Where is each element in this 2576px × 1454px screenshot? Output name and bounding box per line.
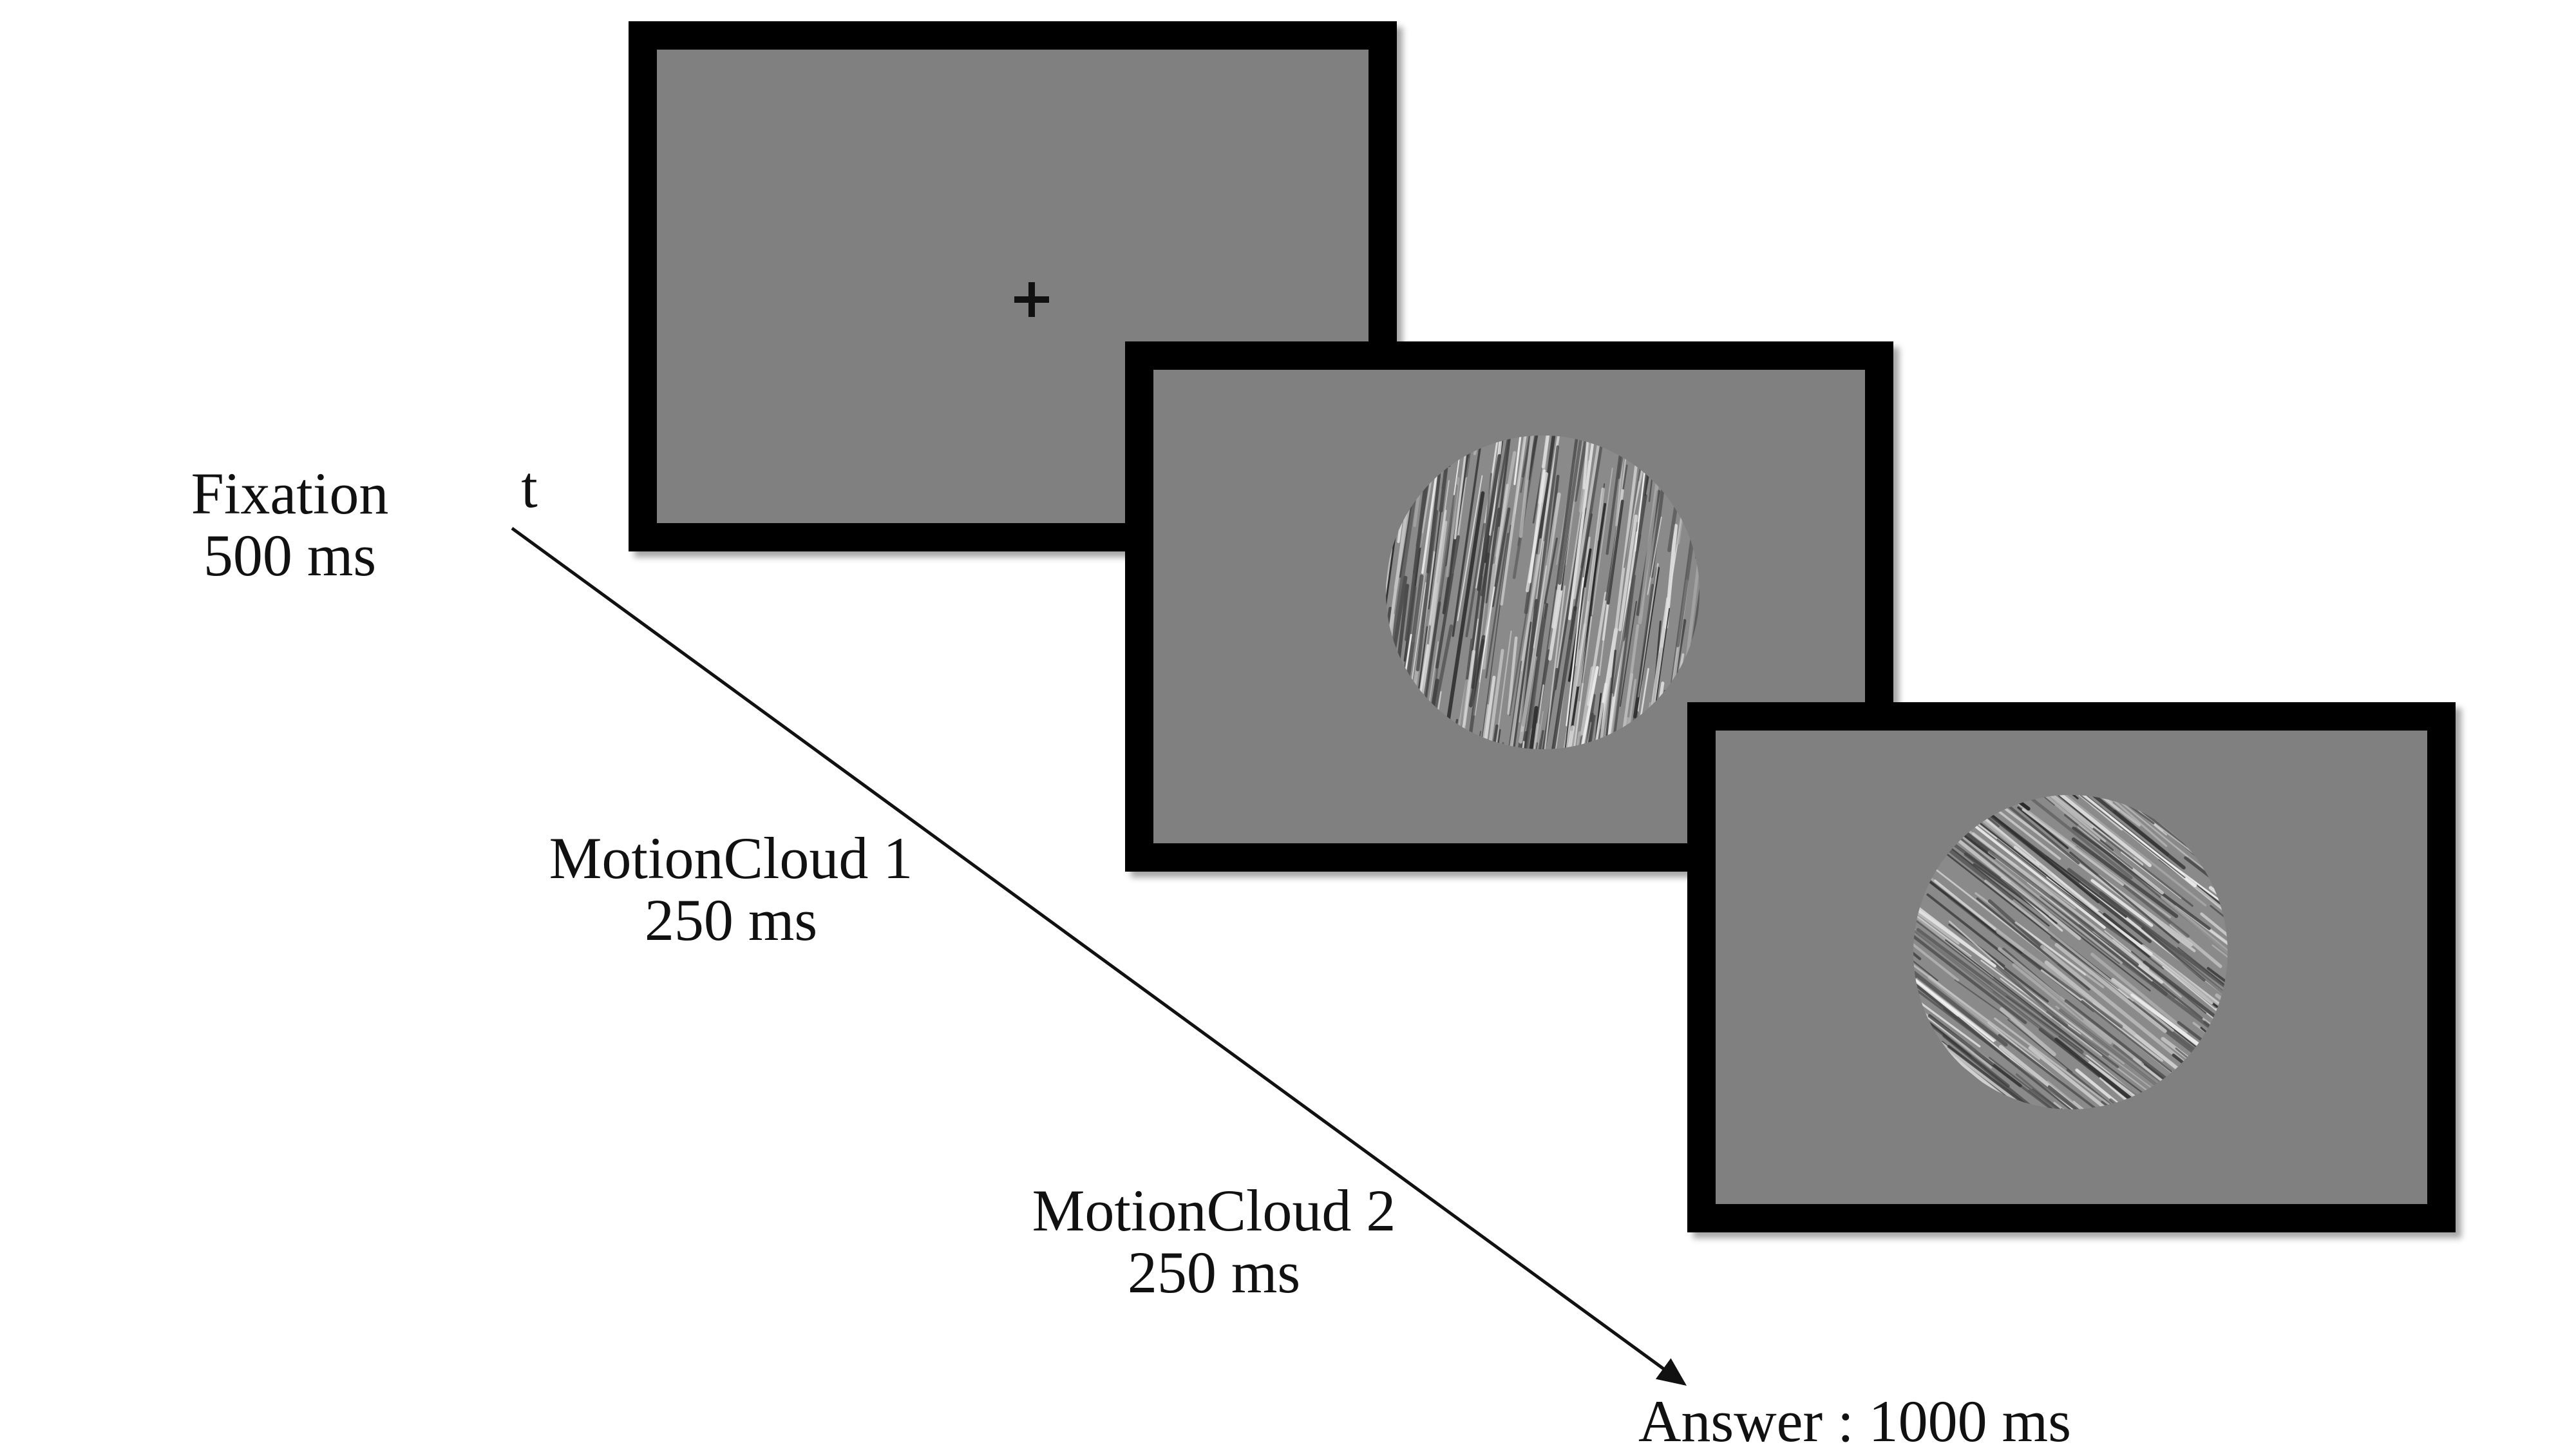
stage-duration: 250 ms <box>644 887 818 953</box>
motion-cloud-stimulus-vertical <box>1386 435 1700 749</box>
stage-name: Fixation <box>191 461 389 526</box>
motioncloud-2-stage-label: MotionCloud 2 250 ms <box>989 1180 1439 1303</box>
motion-cloud-stimulus-oblique <box>1913 795 2228 1109</box>
stage-duration: 500 ms <box>203 522 377 588</box>
fixation-cross-icon <box>1014 282 1049 317</box>
motioncloud-1-stage-label: MotionCloud 1 250 ms <box>509 827 953 951</box>
motioncloud-2-screen <box>1687 702 2456 1232</box>
fixation-stage-label: Fixation 500 ms <box>161 463 419 586</box>
fixation-screen <box>629 21 1397 551</box>
screen-fill <box>1716 731 2427 1204</box>
stage-name: MotionCloud 1 <box>549 825 913 891</box>
stage-name: MotionCloud 2 <box>1032 1178 1396 1243</box>
answer-stage-label: Answer : 1000 ms <box>1638 1388 2072 1454</box>
stage-duration: 250 ms <box>1127 1239 1301 1305</box>
time-axis-label: t <box>521 454 538 520</box>
